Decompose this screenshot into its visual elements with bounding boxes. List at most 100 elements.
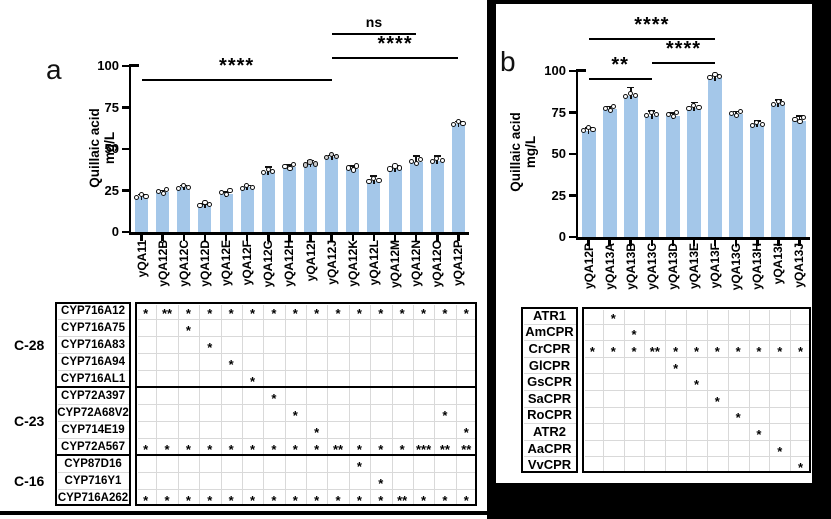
bar bbox=[665, 115, 680, 237]
matrix-row-line bbox=[584, 390, 809, 391]
table-row-name: CYP72A68V2 bbox=[57, 406, 129, 419]
data-point bbox=[716, 74, 723, 80]
error-bar bbox=[330, 155, 333, 161]
data-point bbox=[244, 182, 250, 188]
data-point bbox=[737, 108, 743, 114]
data-point bbox=[429, 159, 435, 165]
bar bbox=[325, 157, 339, 232]
table-row-name: AaCPR bbox=[527, 440, 572, 456]
data-point bbox=[270, 168, 276, 174]
x-tick-label: yQA13G bbox=[729, 243, 744, 291]
matrix-col-line bbox=[306, 304, 307, 504]
data-point bbox=[287, 165, 293, 171]
error-bar bbox=[714, 75, 716, 81]
table-group-label: C-23 bbox=[14, 413, 45, 429]
data-point bbox=[707, 75, 713, 81]
data-point bbox=[670, 114, 676, 120]
bar bbox=[388, 168, 402, 232]
data-point bbox=[729, 110, 735, 116]
data-point bbox=[690, 102, 697, 109]
matrix-cell: ** bbox=[434, 438, 455, 457]
significance-label: ** bbox=[611, 54, 629, 76]
x-tick bbox=[713, 239, 717, 246]
matrix-cell: * bbox=[285, 438, 306, 457]
y-tick bbox=[568, 152, 576, 156]
data-point bbox=[307, 159, 313, 165]
matrix-cell: * bbox=[199, 336, 220, 355]
matrix-col-line bbox=[263, 304, 265, 504]
data-point bbox=[366, 178, 372, 185]
matrix-col-line bbox=[284, 304, 286, 504]
matrix-mark: * bbox=[228, 442, 234, 457]
matrix-mark: * bbox=[314, 306, 320, 321]
matrix-mark: * bbox=[143, 493, 149, 508]
data-point bbox=[239, 185, 245, 191]
significance-label: **** bbox=[377, 33, 413, 55]
data-point bbox=[792, 117, 798, 123]
y-tick-label: 0 bbox=[558, 229, 566, 244]
significance-label: ns bbox=[365, 14, 383, 30]
data-point bbox=[206, 201, 213, 208]
matrix-mark: * bbox=[589, 343, 595, 359]
table-row-name: AmCPR bbox=[525, 324, 574, 340]
matrix-cell: * bbox=[392, 302, 413, 321]
error-bar-cap bbox=[732, 110, 740, 113]
matrix-mark: * bbox=[207, 493, 213, 508]
matrix-mark: * bbox=[143, 306, 149, 321]
matrix-mark: ** bbox=[397, 493, 408, 508]
x-tick bbox=[692, 239, 696, 246]
matrix-cell: * bbox=[306, 302, 327, 321]
matrix-mark: * bbox=[271, 493, 277, 508]
x-tick-label: yQA11 bbox=[134, 240, 149, 278]
matrix-mark: * bbox=[164, 442, 170, 457]
matrix-cell: * bbox=[306, 489, 327, 508]
bar bbox=[198, 205, 212, 232]
matrix-col-line bbox=[665, 309, 667, 471]
matrix-col-line bbox=[370, 304, 372, 504]
data-point bbox=[290, 161, 297, 167]
data-point bbox=[282, 163, 288, 169]
data-point bbox=[409, 158, 415, 164]
matrix-cell: * bbox=[749, 423, 770, 442]
bar bbox=[156, 192, 170, 232]
matrix-cell: * bbox=[413, 302, 434, 321]
matrix-mark: ** bbox=[461, 442, 472, 457]
data-point bbox=[417, 156, 423, 162]
x-tick-label: yQA13E bbox=[687, 243, 701, 290]
data-point bbox=[627, 91, 633, 97]
matrix-cell: * bbox=[349, 438, 370, 457]
matrix-cell: * bbox=[749, 340, 770, 359]
matrix-mark: * bbox=[207, 306, 213, 321]
table-row-name: SaCPR bbox=[527, 390, 572, 406]
error-bar-cap bbox=[349, 165, 357, 168]
y-tick-label: 25 bbox=[551, 187, 566, 203]
significance-bracket bbox=[588, 78, 652, 80]
matrix-cell: * bbox=[624, 340, 645, 359]
y-tick-label: 50 bbox=[551, 146, 566, 161]
bar bbox=[240, 187, 254, 232]
data-point bbox=[164, 186, 170, 192]
table-row-divider bbox=[57, 489, 129, 490]
matrix-cell: * bbox=[327, 302, 348, 321]
table-row-name: GsCPR bbox=[527, 374, 572, 390]
table-row-divider bbox=[523, 340, 576, 342]
y-tick-label: 50 bbox=[104, 141, 119, 156]
x-tick bbox=[182, 234, 186, 241]
data-point bbox=[345, 165, 351, 171]
matrix-mark: * bbox=[292, 408, 298, 423]
significance-label: **** bbox=[219, 55, 255, 77]
error-bar-cap bbox=[690, 101, 698, 104]
matrix-mark: * bbox=[164, 493, 170, 508]
bar bbox=[644, 115, 659, 237]
x-tick bbox=[777, 239, 780, 246]
data-point bbox=[396, 165, 403, 171]
matrix-mark: * bbox=[463, 306, 469, 321]
matrix-mark: * bbox=[228, 306, 234, 321]
bar bbox=[135, 197, 149, 232]
matrix-cell: ** bbox=[327, 438, 348, 457]
data-point bbox=[354, 163, 360, 169]
data-point bbox=[674, 110, 680, 116]
matrix-mark: * bbox=[631, 343, 637, 359]
data-point bbox=[797, 119, 803, 125]
matrix-mark: * bbox=[356, 493, 362, 508]
